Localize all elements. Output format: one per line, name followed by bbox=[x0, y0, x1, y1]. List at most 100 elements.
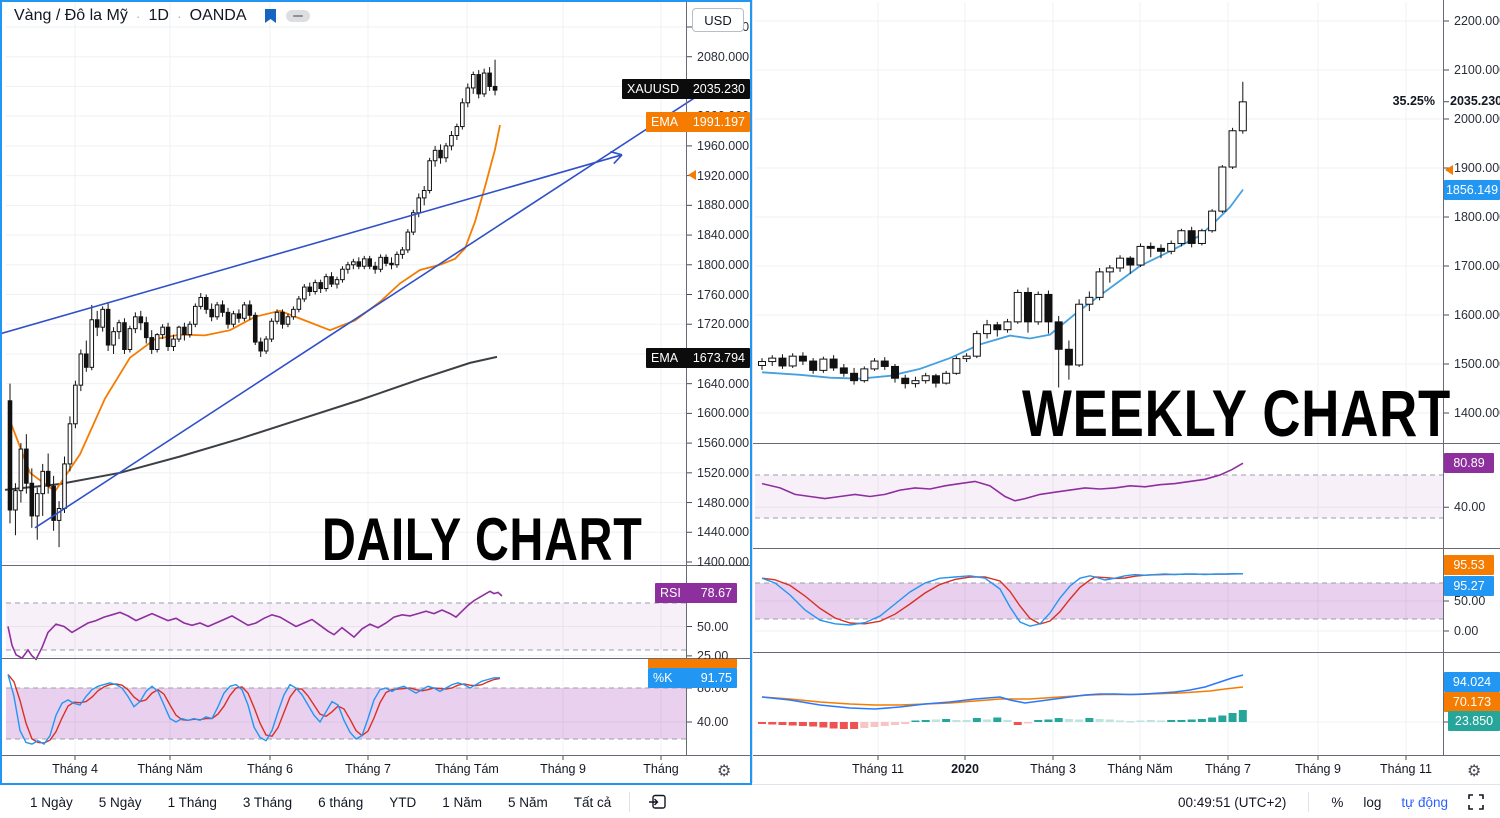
weekly-ema-label: 1856.149 bbox=[1444, 180, 1500, 200]
y-axis-tick: 1800.000 bbox=[697, 257, 750, 272]
momentum-histogram-bar bbox=[778, 722, 787, 725]
momentum-histogram-bar bbox=[829, 722, 838, 729]
stoch-k-value-label: %K 91.75 bbox=[648, 668, 737, 688]
range-button-3-tháng[interactable]: 3 Tháng bbox=[242, 794, 293, 810]
momentum-histogram-bar bbox=[1064, 719, 1073, 722]
ema-fast-label: EMA 1991.197 bbox=[646, 112, 750, 132]
range-button-5-ngày[interactable]: 5 Ngày bbox=[98, 794, 142, 810]
momentum-histogram-bar bbox=[921, 720, 930, 722]
hide-indicator-button[interactable] bbox=[285, 10, 310, 22]
y-axis-tick: 1700.000 bbox=[1454, 259, 1500, 273]
stoch-d-label-clipped bbox=[648, 659, 737, 668]
range-button-1-ngày[interactable]: 1 Ngày bbox=[30, 794, 73, 810]
momentum-histogram-bar bbox=[1156, 720, 1165, 722]
momentum-histogram-bar bbox=[798, 722, 807, 726]
y-axis-tick: 1640.000 bbox=[697, 376, 750, 391]
y-axis-tick: 1440.000 bbox=[697, 525, 750, 540]
momentum-blue-line bbox=[761, 674, 1244, 710]
momentum-histogram-bar bbox=[890, 722, 899, 725]
momentum-histogram-bar bbox=[942, 719, 951, 722]
momentum-histogram-bar bbox=[983, 719, 992, 722]
weekly-chart-annotation: WEEKLY CHART bbox=[1022, 376, 1452, 450]
symbol-name[interactable]: Vàng / Đô la Mỹ bbox=[14, 7, 128, 24]
range-button-ytd[interactable]: YTD bbox=[389, 794, 417, 810]
x-axis-tick: Tháng 9 bbox=[540, 762, 586, 776]
timescale-settings-gear-icon[interactable]: ⚙ bbox=[711, 760, 737, 781]
go-to-date-icon[interactable] bbox=[648, 793, 668, 811]
log-scale-button[interactable]: log bbox=[1363, 794, 1382, 810]
weekly-rsi-line bbox=[761, 462, 1244, 502]
momentum-orange-line bbox=[761, 686, 1244, 706]
clock-label[interactable]: 00:49:51 (UTC+2) bbox=[1177, 794, 1287, 810]
last-price-label: XAUUSD 2035.230 bbox=[622, 79, 750, 99]
momentum-histogram-bar bbox=[1228, 713, 1237, 722]
x-axis-tick: Tháng 11 bbox=[852, 762, 904, 776]
momentum-histogram-bar bbox=[758, 722, 766, 724]
momentum-histogram-bar bbox=[952, 720, 961, 722]
daily-rsi-line bbox=[7, 590, 503, 661]
momentum-histogram-bar bbox=[901, 722, 910, 724]
range-button-1-tháng[interactable]: 1 Tháng bbox=[167, 794, 217, 810]
momentum-histogram-bar bbox=[1054, 718, 1063, 722]
last-price-value: 2035.230 bbox=[692, 82, 745, 96]
weekly-candles-series bbox=[758, 81, 1247, 389]
momentum-histogram-bar bbox=[1136, 720, 1145, 722]
momentum-histogram-bar bbox=[1218, 715, 1227, 722]
daily-ema-slow-line bbox=[4, 355, 498, 491]
momentum-histogram-bar bbox=[911, 720, 920, 722]
x-axis-tick: Tháng 11 bbox=[1380, 762, 1432, 776]
y-axis-tick: 1720.000 bbox=[697, 317, 750, 332]
y-axis-tick: 2080.000 bbox=[697, 49, 750, 64]
y-axis-tick: 1760.000 bbox=[697, 287, 750, 302]
interval-label[interactable]: 1D bbox=[148, 7, 169, 24]
range-button-tất-cả[interactable]: Tất cả bbox=[573, 794, 612, 810]
momentum-histogram-bar bbox=[819, 722, 828, 728]
momentum-histogram-bar bbox=[1197, 719, 1206, 722]
symbol-title-bar[interactable]: Vàng / Đô la Mỹ · 1D · OANDA bbox=[14, 7, 310, 25]
x-axis-tick: 2020 bbox=[951, 762, 979, 776]
fullscreen-icon[interactable] bbox=[1468, 794, 1484, 810]
y-axis-tick: 2200.000 bbox=[1454, 14, 1500, 28]
momentum-histogram-bar bbox=[1105, 719, 1114, 722]
currency-button[interactable]: USD bbox=[692, 8, 744, 32]
change-percent-label: 35.25% bbox=[1392, 94, 1435, 108]
y-axis-tick: 1600.000 bbox=[697, 406, 750, 421]
range-button-1-năm[interactable]: 1 Năm bbox=[442, 794, 482, 810]
momentum-histogram-bar bbox=[839, 722, 848, 729]
y-axis-tick: 1600.000 bbox=[1454, 308, 1500, 322]
momentum-histogram-bar bbox=[1177, 720, 1186, 722]
toolbar-divider bbox=[629, 792, 631, 812]
momentum-orange-label: 70.173 bbox=[1444, 692, 1500, 712]
y-axis-tick: 1400.000 bbox=[697, 555, 750, 569]
x-axis-tick: Tháng 6 bbox=[247, 762, 293, 776]
daily-ema-fast-line bbox=[9, 124, 501, 493]
momentum-histogram-bar bbox=[768, 722, 777, 725]
y-axis-tick: 0.00 bbox=[1454, 624, 1479, 638]
weekly-ema-line bbox=[761, 189, 1244, 380]
title-separator: · bbox=[135, 8, 141, 24]
x-axis-tick: Tháng 4 bbox=[52, 762, 98, 776]
momentum-histogram-bar bbox=[850, 722, 859, 729]
auto-scale-button[interactable]: tự động bbox=[1401, 794, 1448, 810]
toolbar-divider bbox=[1308, 792, 1310, 812]
timescale-settings-gear-icon[interactable]: ⚙ bbox=[1461, 760, 1487, 781]
trendline[interactable] bbox=[34, 96, 696, 529]
x-axis-tick: Tháng Tám bbox=[435, 762, 499, 776]
range-button-5-năm[interactable]: 5 Năm bbox=[507, 794, 548, 810]
x-axis-tick: Tháng bbox=[643, 762, 679, 776]
toolbar-right-group: 00:49:51 (UTC+2) % log tự động bbox=[1178, 792, 1484, 812]
momentum-histogram-bar bbox=[860, 722, 869, 728]
y-axis-tick: 1880.000 bbox=[697, 198, 750, 213]
price-marker-icon bbox=[688, 170, 696, 180]
x-axis-tick: Tháng Năm bbox=[1107, 762, 1173, 776]
momentum-histogram-bar bbox=[1044, 719, 1053, 722]
range-button-6-tháng[interactable]: 6 tháng bbox=[318, 794, 364, 810]
momentum-histogram-bar bbox=[931, 719, 940, 722]
momentum-histogram-bar bbox=[809, 722, 818, 727]
y-axis-tick: 2100.000 bbox=[1454, 63, 1500, 77]
percent-scale-button[interactable]: % bbox=[1331, 794, 1344, 810]
trendline[interactable] bbox=[0, 154, 623, 335]
y-axis-tick: 1960.000 bbox=[697, 138, 750, 153]
exchange-label[interactable]: OANDA bbox=[189, 7, 247, 24]
